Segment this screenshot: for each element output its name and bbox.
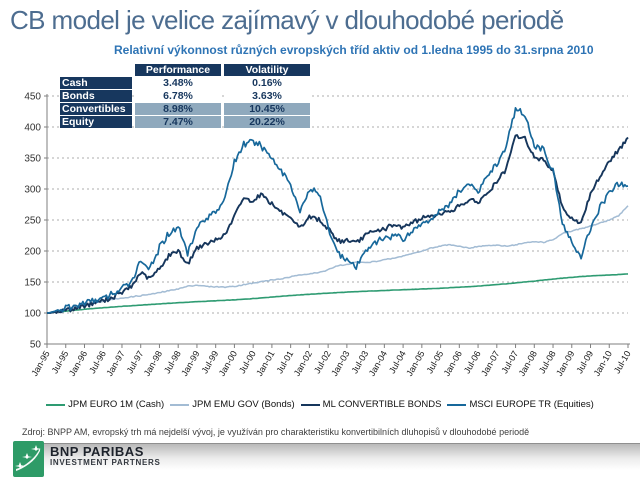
row-value: 3.63% xyxy=(224,90,310,102)
row-value: 7.47% xyxy=(135,116,221,128)
row-label: Bonds xyxy=(60,90,132,102)
table-row: Cash 3.48% 0.16% xyxy=(60,77,310,89)
x-axis-label: Jan-02 xyxy=(292,349,314,378)
x-axis-label: Jan-07 xyxy=(479,349,501,378)
brand-name: BNP PARIBAS xyxy=(50,444,144,459)
legend-label: JPM EURO 1M (Cash) xyxy=(68,399,165,410)
x-axis-label: Jan-03 xyxy=(329,349,351,378)
legend-label: JPM EMU GOV (Bonds) xyxy=(192,399,295,410)
y-axis-label: 450 xyxy=(24,92,41,103)
legend-swatch-icon xyxy=(170,403,190,406)
x-axis-label: Jan-99 xyxy=(179,349,201,378)
row-value: 6.78% xyxy=(135,90,221,102)
legend-swatch-icon xyxy=(46,403,66,406)
y-axis-label: 400 xyxy=(24,123,41,134)
row-value: 10.45% xyxy=(224,103,310,115)
y-axis-label: 350 xyxy=(24,154,41,165)
x-axis-label: Jan-01 xyxy=(254,349,276,378)
x-axis-label: Jan-98 xyxy=(142,349,164,378)
row-value: 20.22% xyxy=(224,116,310,128)
legend-label: MSCI EUROPE TR (Equities) xyxy=(469,399,594,410)
table-column-header: Volatility xyxy=(224,64,310,76)
x-axis-label: Jan-08 xyxy=(517,349,539,378)
legend-item: JPM EMU GOV (Bonds) xyxy=(170,399,295,410)
y-axis-label: 250 xyxy=(24,216,41,227)
table-row: Bonds 6.78% 3.63% xyxy=(60,90,310,102)
legend-label: ML CONVERTIBLE BONDS xyxy=(322,399,442,410)
x-axis-label: Jan-04 xyxy=(367,349,389,378)
x-axis-label: Jan-96 xyxy=(67,349,89,378)
y-axis-label: 200 xyxy=(24,247,41,258)
y-axis-label: 150 xyxy=(24,278,41,289)
legend-item: JPM EURO 1M (Cash) xyxy=(46,399,164,410)
table-header-row: Performance Volatility xyxy=(60,64,310,76)
row-label: Cash xyxy=(60,77,132,89)
x-axis-label: Jan-10 xyxy=(592,349,614,378)
bnp-paribas-logo-icon xyxy=(13,441,44,477)
slide-title: CB model je velice zajímavý v dlouhodobé… xyxy=(10,5,564,35)
series-line-4 xyxy=(46,107,629,314)
source-note: Zdroj: BNPP AM, evropský trh má nejdelší… xyxy=(22,427,530,437)
x-axis-label: Jan-05 xyxy=(404,349,426,378)
y-axis-label: 300 xyxy=(24,185,41,196)
brand-subname: INVESTMENT PARTNERS xyxy=(50,458,161,467)
row-label: Convertibles xyxy=(60,103,132,115)
x-axis-label: Jul-10 xyxy=(612,349,633,375)
table-column-header: Performance xyxy=(135,64,221,76)
y-axis-label: 100 xyxy=(24,309,41,320)
row-value: 0.16% xyxy=(224,77,310,89)
legend-item: ML CONVERTIBLE BONDS xyxy=(300,399,442,410)
row-label: Equity xyxy=(60,116,132,128)
x-axis-label: Jan-00 xyxy=(217,349,239,378)
table-corner-cell xyxy=(60,64,132,76)
chart-subtitle: Relativní výkonnost různých evropských t… xyxy=(114,43,594,57)
chart-legend: JPM EURO 1M (Cash) JPM EMU GOV (Bonds) ML … xyxy=(0,399,640,410)
x-axis-label: Jan-06 xyxy=(442,349,464,378)
series-line-1 xyxy=(46,273,629,314)
x-axis-label: Jan-95 xyxy=(29,349,51,378)
series-line-3 xyxy=(47,134,629,315)
row-value: 3.48% xyxy=(135,77,221,89)
y-axis-label: 50 xyxy=(30,340,42,351)
table-row: Equity 7.47% 20.22% xyxy=(60,116,310,128)
performance-volatility-table: Performance Volatility Cash 3.48% 0.16% Bond… xyxy=(57,63,313,129)
legend-swatch-icon xyxy=(447,403,467,406)
brand-banner-bar xyxy=(43,443,640,470)
legend-swatch-icon xyxy=(300,403,320,406)
x-axis-label: Jan-09 xyxy=(554,349,576,378)
series-line-2 xyxy=(46,205,629,314)
row-value: 8.98% xyxy=(135,103,221,115)
x-axis-label: Jan-97 xyxy=(104,349,126,378)
table-row: Convertibles 8.98% 10.45% xyxy=(60,103,310,115)
legend-item: MSCI EUROPE TR (Equities) xyxy=(447,399,594,410)
